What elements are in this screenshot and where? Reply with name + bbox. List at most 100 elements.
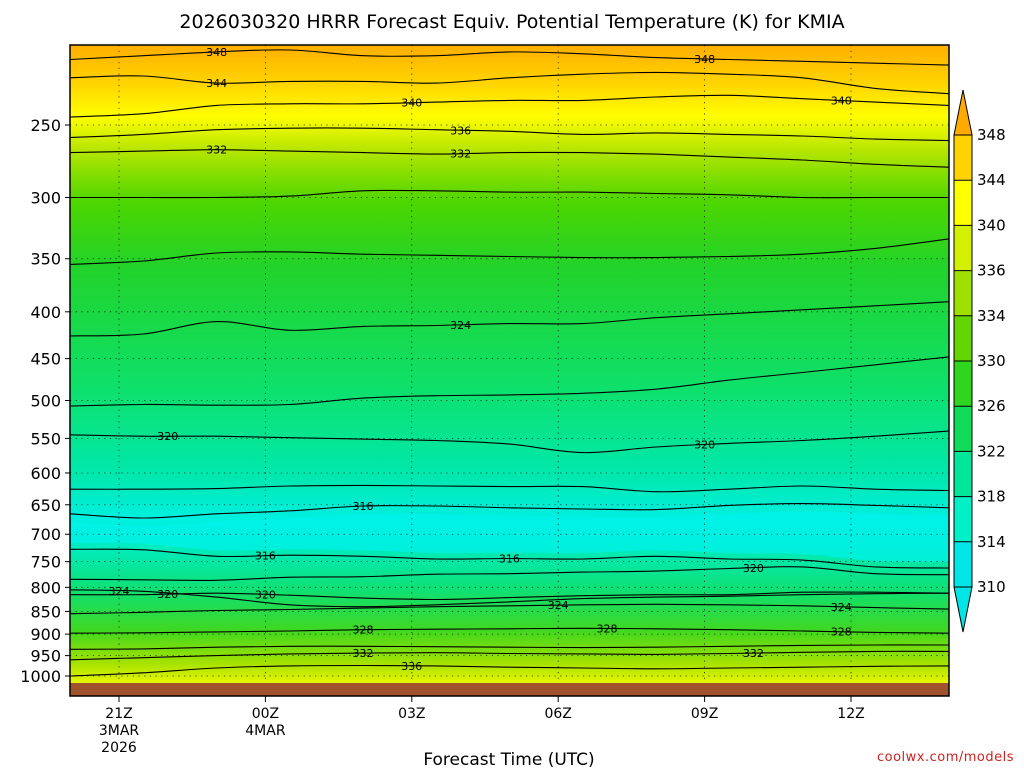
- colorbar-tick-label: 348: [977, 126, 1006, 144]
- contour-label: 324: [450, 319, 471, 332]
- contour-label: 332: [450, 148, 471, 161]
- contour-label: 320: [743, 562, 764, 575]
- colorbar: 348 344 340 336 334 330 326 322 318 314 310: [953, 89, 1006, 633]
- colorbar-tick-label: 340: [977, 216, 1006, 234]
- contour-label: 348: [206, 46, 227, 59]
- contour-label: 332: [743, 647, 764, 660]
- colorbar-tick-label: 326: [977, 397, 1006, 415]
- contour-label: 324: [109, 585, 130, 598]
- contour-line: [70, 603, 949, 615]
- contour-label: 340: [831, 95, 852, 108]
- y-tick-label: 600: [30, 464, 61, 483]
- contour-line: [70, 430, 949, 454]
- colorbar-extend-top: [953, 89, 973, 136]
- y-tick-label: 250: [30, 116, 61, 135]
- contour-line: [70, 566, 949, 581]
- contour-label: 320: [255, 589, 276, 602]
- x-tick-label: 09Z: [691, 706, 718, 722]
- x-tick-label: 03Z: [398, 706, 425, 722]
- x-axis-label: Forecast Time (UTC): [423, 750, 594, 768]
- colorbar-tick-label: 310: [977, 578, 1006, 596]
- colorbar-segment: [954, 180, 972, 226]
- colorbar-tick-label: 314: [977, 533, 1006, 551]
- contour-line: [70, 591, 949, 601]
- colorbar-segment: [954, 315, 972, 361]
- contour-line: [70, 644, 949, 650]
- y-tick-label: 300: [30, 188, 61, 207]
- contour-label: 316: [353, 500, 374, 513]
- contour-label: 324: [831, 601, 852, 614]
- x-tick-label: 00Z: [252, 706, 279, 722]
- x-tick-label: 21Z: [105, 706, 132, 722]
- contour-label: 324: [548, 599, 569, 612]
- credit-text: coolwx.com/models: [877, 750, 1014, 765]
- contour-line: [70, 189, 949, 199]
- y-tick-label: 900: [30, 625, 61, 644]
- y-tick-label: 700: [30, 525, 61, 544]
- colorbar-segment: [954, 270, 972, 316]
- contour-line: [70, 127, 949, 142]
- colorbar-tick-label: 344: [977, 171, 1006, 189]
- plot-area: 348 348 344 340 340 336 332 332 324 320 320 316 316 3…: [69, 44, 950, 697]
- colorbar-tick-label: 336: [977, 262, 1006, 280]
- contour-line: [70, 650, 949, 661]
- contour-line: [70, 356, 949, 407]
- plot-frame: [69, 44, 950, 697]
- colorbar-segment: [954, 541, 972, 587]
- contour-label: 348: [694, 53, 715, 66]
- colorbar-tick-label: 318: [977, 488, 1006, 506]
- shaded-regions: [70, 511, 949, 562]
- colorbar-tick-label: 334: [977, 307, 1006, 325]
- colorbar-segment: [954, 451, 972, 497]
- y-tick-label: 550: [30, 429, 61, 448]
- colorbar-segment: [954, 135, 972, 181]
- y-tick-label: 350: [30, 250, 61, 269]
- y-tick-label: 750: [30, 553, 61, 572]
- x-tick-label: 12Z: [837, 706, 864, 722]
- contour-line: [70, 94, 949, 118]
- ground-strip: [70, 683, 949, 696]
- contour-line: [70, 49, 949, 66]
- contour-line: [70, 503, 949, 519]
- contour-label: 336: [450, 124, 471, 137]
- y-tick-label: 650: [30, 496, 61, 515]
- contour-label: 316: [499, 552, 520, 565]
- y-tick-label: 400: [30, 303, 61, 322]
- contour-line: [70, 664, 949, 677]
- colorbar-segment: [954, 496, 972, 542]
- cyan-region: [70, 511, 949, 562]
- contour-label: 328: [831, 626, 852, 639]
- contour-line: [70, 484, 949, 493]
- x-tick-label: 3MAR: [99, 723, 140, 739]
- grid-lines: [70, 45, 949, 696]
- contour-label: 344: [206, 77, 227, 90]
- y-tick-label: 500: [30, 392, 61, 411]
- contour-label: 332: [206, 144, 227, 157]
- colorbar-tick-label: 330: [977, 352, 1006, 370]
- y-axis: 250 300 350 400 450 500 550 600 650 700 750 800 850 9…: [20, 116, 70, 686]
- contour-label: 340: [401, 97, 422, 110]
- colorbar-segment: [954, 361, 972, 407]
- contour-line: [70, 71, 949, 95]
- contour-line: [70, 238, 949, 265]
- colorbar-extend-bottom: [953, 586, 973, 633]
- contour-label: 320: [157, 588, 178, 601]
- colorbar-segment: [954, 225, 972, 271]
- contour-label: 332: [353, 647, 374, 660]
- contour-line: [70, 548, 949, 569]
- contour-label: 336: [401, 660, 422, 673]
- y-tick-label: 950: [30, 647, 61, 666]
- contour-line: [70, 301, 949, 337]
- colorbar-segment: [954, 406, 972, 452]
- x-tick-label: 06Z: [544, 706, 571, 722]
- chart-title: 2026030320 HRRR Forecast Equiv. Potentia…: [179, 11, 844, 33]
- contour-label: 328: [353, 624, 374, 637]
- x-tick-label: 2026: [101, 740, 137, 756]
- contour-lines: 348 348 344 340 340 336 332 332 324 320 320 316 316 3…: [70, 46, 949, 677]
- x-tick-label: 4MAR: [245, 723, 286, 739]
- contour-label: 320: [157, 430, 178, 443]
- contour-line: [70, 589, 949, 608]
- contour-label: 316: [255, 550, 276, 563]
